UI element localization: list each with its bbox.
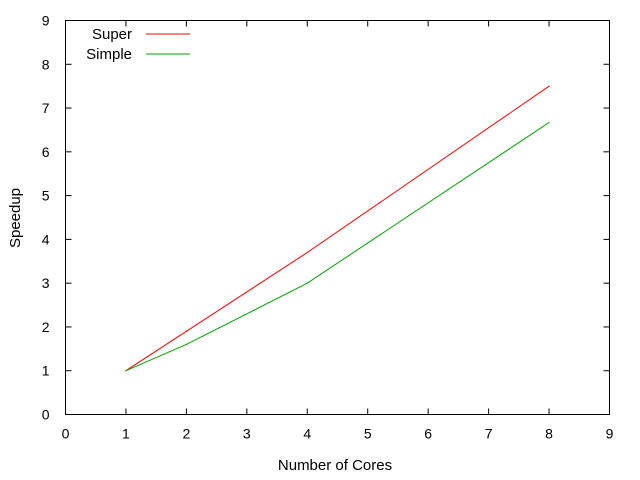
x-tick-label: 8 (545, 426, 553, 442)
series-lines (125, 85, 550, 372)
data-point-super (306, 251, 308, 254)
x-tick-label: 7 (485, 426, 493, 442)
x-tick-label: 2 (182, 426, 190, 442)
y-tick-label: 5 (42, 188, 50, 204)
series-line-super (125, 85, 550, 372)
plot-frame (65, 20, 610, 415)
x-tick-label: 1 (122, 426, 130, 442)
y-tick-label: 9 (42, 13, 50, 29)
x-tick-label: 4 (303, 426, 311, 442)
y-tick-labels: 0 1 2 3 4 5 6 7 8 9 (42, 13, 50, 423)
x-tick-labels: 0 1 2 3 4 5 6 7 8 9 (62, 426, 614, 442)
y-tick-label: 0 (42, 407, 50, 423)
y-tick-label: 8 (42, 56, 50, 72)
data-point-super (548, 85, 550, 87)
axis-ticks (65, 20, 610, 415)
y-tick-label: 3 (42, 275, 50, 291)
x-tick-label: 0 (62, 426, 70, 442)
x-axis-title: Number of Cores (278, 457, 392, 474)
y-tick-label: 4 (42, 231, 50, 247)
x-tick-label: 9 (606, 426, 614, 442)
y-axis-title: Speedup (7, 188, 24, 248)
y-tick-label: 2 (42, 319, 50, 335)
data-point-simple (185, 343, 187, 346)
data-point-simple (548, 121, 550, 124)
x-tick-label: 6 (424, 426, 432, 442)
legend-label: Super (92, 26, 132, 43)
legend-label: Simple (86, 46, 132, 63)
series-line-simple (125, 122, 550, 372)
x-tick-label: 3 (243, 426, 251, 442)
data-point-simple (306, 282, 308, 284)
data-point-simple (125, 370, 127, 372)
x-tick-label: 5 (364, 426, 372, 442)
y-tick-label: 1 (42, 363, 50, 379)
data-point-super (185, 330, 187, 332)
legend: Super Simple (86, 26, 190, 63)
y-tick-label: 7 (42, 100, 50, 116)
y-tick-label: 6 (42, 144, 50, 160)
